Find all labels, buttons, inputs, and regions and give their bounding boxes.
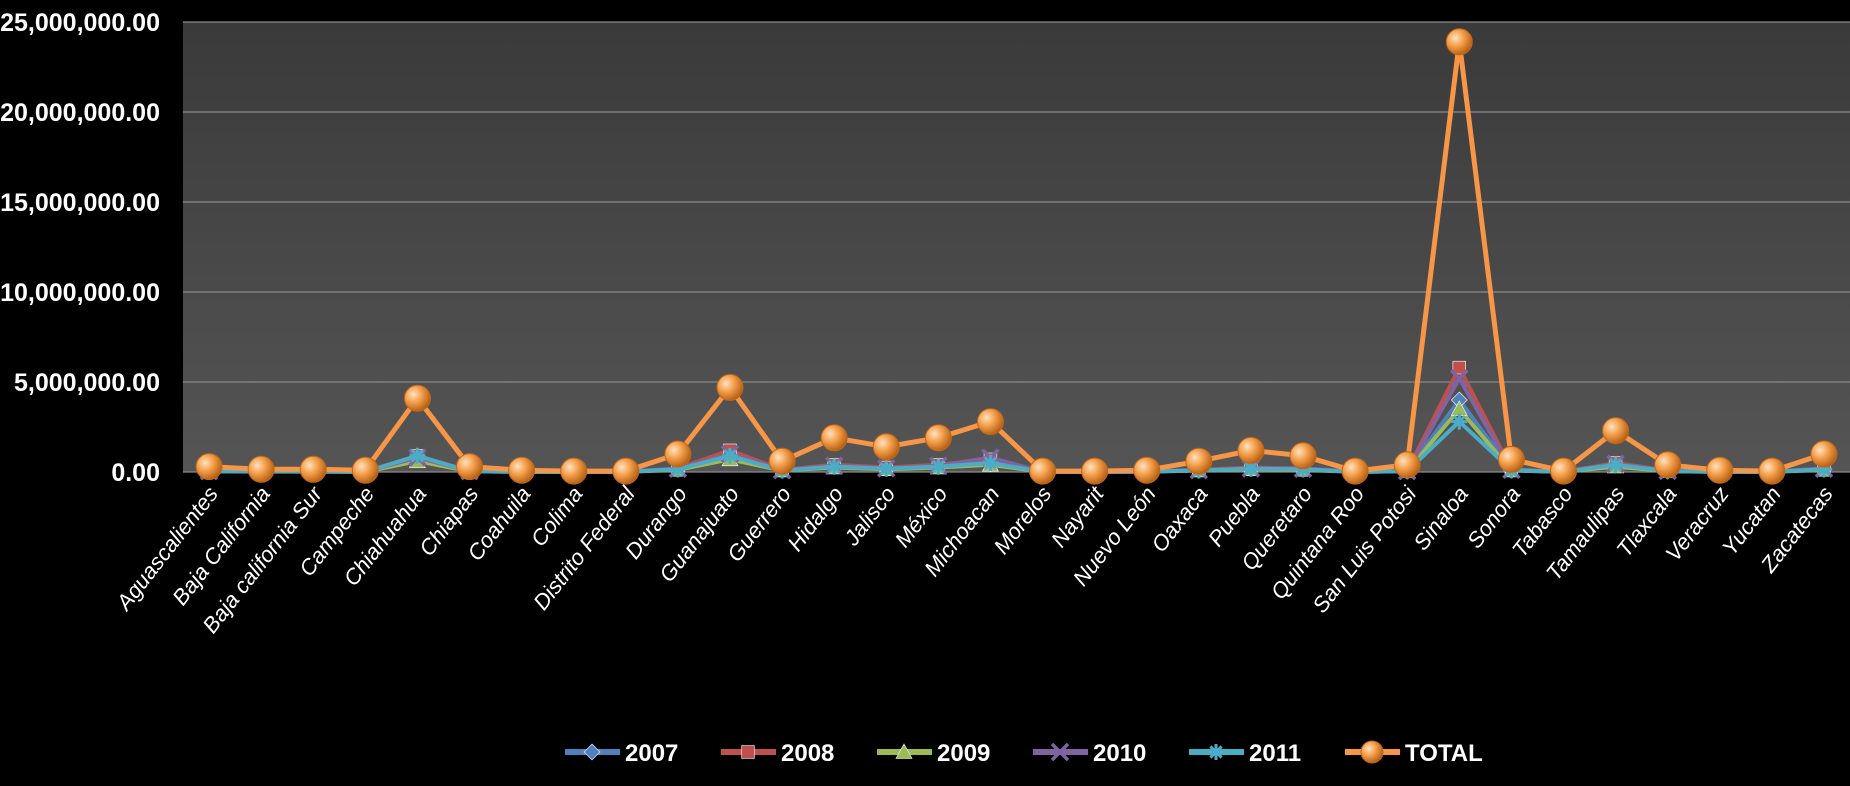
x-tick-label: Jalisco	[838, 482, 900, 551]
legend-item: 2009	[877, 740, 990, 767]
data-point	[924, 424, 952, 452]
data-point	[741, 745, 755, 759]
y-axis: 0.00 5,000,000.00 10,000,000.00 15,000,000.…	[0, 9, 160, 487]
legend-label: 2007	[625, 740, 678, 767]
x-tick-label: Oaxaca	[1146, 482, 1212, 557]
data-point	[1360, 740, 1384, 764]
data-point	[669, 461, 686, 478]
data-point	[560, 457, 588, 485]
legend-label: 2010	[1093, 740, 1146, 767]
data-point	[1185, 447, 1213, 475]
y-tick-label: 20,000,000.00	[0, 99, 160, 127]
data-point	[826, 458, 843, 475]
data-point	[583, 743, 601, 761]
data-point	[1081, 457, 1109, 485]
data-point	[299, 455, 327, 483]
data-point	[456, 453, 484, 481]
data-point	[721, 447, 738, 464]
data-point	[1289, 442, 1317, 470]
data-point	[895, 743, 913, 759]
data-point	[1815, 461, 1832, 478]
legend-label: TOTAL	[1405, 740, 1483, 767]
data-point	[1050, 742, 1070, 762]
legend-label: 2008	[781, 740, 834, 767]
y-tick-label: 5,000,000.00	[14, 369, 160, 397]
data-point	[1445, 28, 1473, 56]
legend-item: TOTAL	[1345, 740, 1483, 767]
data-point	[1341, 457, 1369, 485]
data-point	[664, 440, 692, 468]
data-point	[878, 460, 895, 477]
data-point	[1295, 461, 1312, 478]
data-point	[351, 456, 379, 484]
data-point	[409, 447, 426, 464]
y-tick-label: 15,000,000.00	[0, 189, 160, 217]
y-tick-label: 10,000,000.00	[0, 279, 160, 307]
series-TOTAL	[195, 28, 1838, 485]
data-point	[247, 455, 275, 483]
data-point	[1133, 456, 1161, 484]
plot-area	[183, 22, 1850, 472]
legend-item: 2011	[1189, 740, 1301, 767]
data-point	[982, 455, 999, 471]
data-point	[1208, 744, 1224, 760]
data-point	[930, 458, 947, 475]
data-point	[1497, 445, 1525, 473]
data-point	[195, 453, 223, 481]
data-point	[976, 408, 1004, 436]
x-tick-label: Hidalgo	[782, 482, 848, 556]
data-point	[1450, 369, 1469, 388]
data-point	[1602, 417, 1630, 445]
data-point	[1451, 413, 1468, 430]
data-point	[872, 433, 900, 461]
data-point	[1654, 451, 1682, 479]
data-point	[403, 384, 431, 412]
data-point	[1242, 460, 1259, 477]
series-layer	[195, 28, 1838, 485]
data-point	[1549, 457, 1577, 485]
x-tick-label: Sinaloa	[1408, 482, 1473, 555]
data-point	[1706, 456, 1734, 484]
data-point	[508, 456, 536, 484]
data-point	[1810, 440, 1838, 468]
data-point	[1393, 451, 1421, 479]
data-point	[1029, 457, 1057, 485]
data-point	[768, 447, 796, 475]
data-point	[1758, 457, 1786, 485]
data-point	[1237, 436, 1265, 464]
data-point	[1452, 360, 1466, 375]
data-point	[612, 457, 640, 485]
legend-item: 2010	[1033, 740, 1146, 767]
legend-label: 2009	[937, 740, 990, 767]
legend: 2007 2008 2009 2010 2011 TOTAL	[565, 740, 1483, 767]
data-point	[716, 373, 744, 401]
data-point	[820, 424, 848, 452]
data-point	[1607, 456, 1624, 473]
legend-item: 2007	[565, 740, 678, 767]
y-tick-label: 0.00	[111, 459, 160, 487]
legend-label: 2011	[1249, 740, 1301, 767]
y-tick-label: 25,000,000.00	[0, 9, 160, 37]
legend-item: 2008	[721, 740, 834, 767]
